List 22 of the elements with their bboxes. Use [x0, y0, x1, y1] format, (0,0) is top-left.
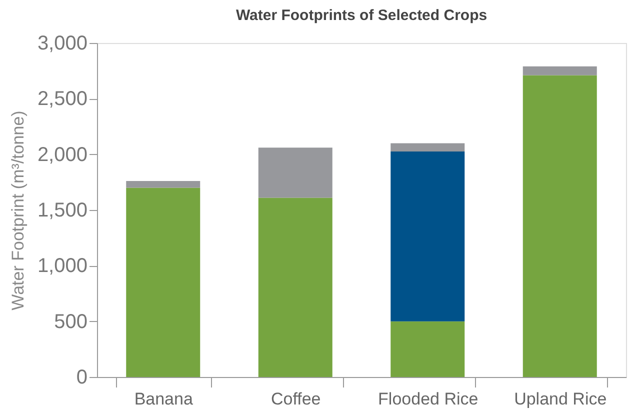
bar — [390, 152, 465, 322]
y-tick-label: 0 — [76, 366, 88, 388]
bar — [126, 181, 200, 188]
y-tick-label: 500 — [54, 310, 88, 333]
x-tick-label: Banana — [134, 390, 194, 408]
bar — [522, 75, 597, 377]
y-tick-label: 1,000 — [37, 255, 88, 278]
y-tick-label: 2,000 — [37, 144, 88, 166]
y-tick-label: 3,000 — [37, 32, 88, 54]
bar — [522, 66, 597, 76]
y-tick-label: 1,500 — [37, 200, 88, 222]
bar — [258, 198, 332, 377]
bar — [258, 148, 332, 198]
x-tick-label: Coffee — [270, 390, 321, 408]
bar — [126, 188, 200, 377]
y-axis-title: Water Footprint (m³/tonne) — [8, 110, 28, 310]
x-tick-label: Upland Rice — [514, 390, 607, 408]
y-tick-label: 2,500 — [37, 88, 88, 110]
x-tick-label: Flooded Rice — [378, 390, 478, 408]
bar — [390, 321, 465, 377]
chart-title: Water Footprints of Selected Crops — [236, 7, 488, 24]
bar — [390, 143, 465, 152]
